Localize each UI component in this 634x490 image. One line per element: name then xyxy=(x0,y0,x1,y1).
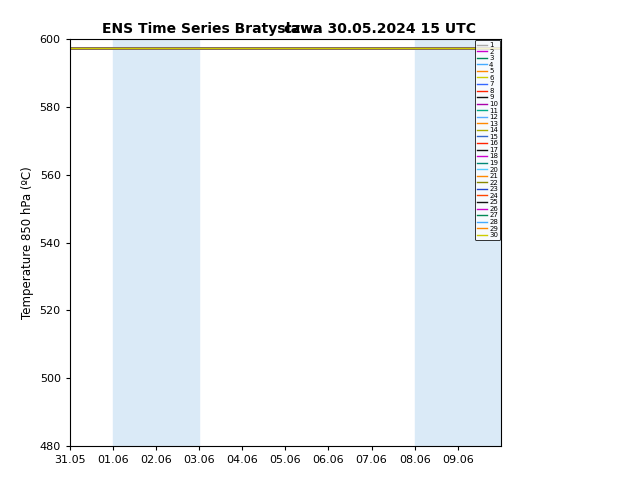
Text: czw.. 30.05.2024 15 UTC: czw.. 30.05.2024 15 UTC xyxy=(284,22,476,36)
Text: ENS Time Series Bratysława: ENS Time Series Bratysława xyxy=(101,22,322,36)
Bar xyxy=(458,39,501,446)
Bar xyxy=(156,39,199,446)
Legend: 1, 2, 3, 4, 5, 6, 7, 8, 9, 10, 11, 12, 13, 14, 15, 16, 17, 18, 19, 20, 21, 22, 2: 1, 2, 3, 4, 5, 6, 7, 8, 9, 10, 11, 12, 1… xyxy=(475,40,500,240)
Bar xyxy=(113,39,156,446)
Bar xyxy=(415,39,458,446)
Y-axis label: Temperature 850 hPa (ºC): Temperature 850 hPa (ºC) xyxy=(21,166,34,319)
